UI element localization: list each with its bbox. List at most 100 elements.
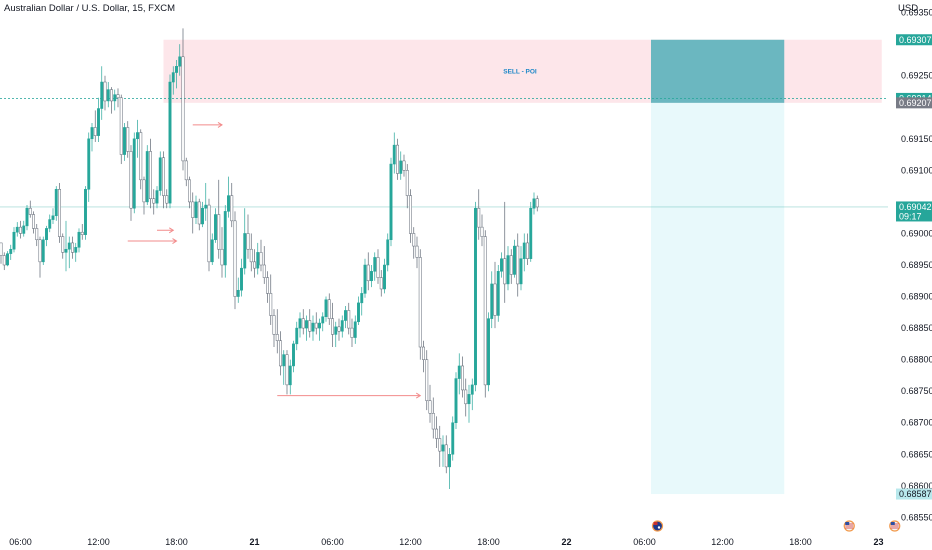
candle-body-92 (298, 318, 302, 329)
candle-body-118 (383, 264, 386, 290)
x-tick-label-7: 22 (561, 537, 571, 547)
candle-body-146 (474, 207, 477, 386)
candle-body-4 (12, 231, 16, 250)
candle-body-26 (84, 189, 87, 235)
price-tag-bg-4 (896, 488, 932, 500)
candle-body-165 (535, 198, 539, 208)
candle-body-45 (145, 151, 149, 203)
candle-body-145 (470, 384, 474, 395)
candle-body-140 (454, 378, 458, 423)
candle-body-25 (80, 231, 84, 235)
y-tick-label-9: 0.68750 (901, 386, 932, 396)
candle-body-71 (230, 195, 234, 222)
candle-body-88 (285, 354, 289, 386)
candle-body-70 (227, 195, 230, 212)
candle-body-68 (220, 248, 224, 266)
y-tick-label-11: 0.68650 (901, 449, 932, 459)
candle-body-127 (412, 233, 416, 247)
candle-body-37 (119, 97, 123, 155)
candle-body-52 (168, 81, 172, 204)
candle-body-65 (210, 239, 214, 263)
candle-body-119 (386, 239, 390, 266)
candle-body-12 (38, 239, 42, 263)
candle-body-80 (259, 252, 263, 266)
candle-body-108 (350, 327, 354, 338)
candle-body-79 (256, 252, 260, 269)
candle-body-124 (402, 160, 406, 171)
candle-body-77 (249, 248, 253, 263)
x-tick-label-5: 12:00 (399, 537, 422, 547)
candle-body-155 (503, 258, 507, 285)
candle-body-46 (149, 151, 152, 200)
candle-body-153 (496, 271, 500, 316)
candle-body-67 (217, 214, 221, 250)
y-tick-label-8: 0.68800 (901, 355, 932, 365)
x-tick-label-11: 23 (873, 537, 883, 547)
candle-body-162 (526, 242, 529, 259)
y-tick-label-3: 0.69100 (901, 165, 932, 175)
candle-body-27 (87, 138, 91, 190)
candle-body-103 (334, 326, 338, 335)
candle-body-75 (243, 233, 247, 269)
candle-body-72 (233, 220, 237, 297)
candle-body-13 (41, 239, 45, 263)
candle-body-161 (522, 242, 526, 259)
candle-body-41 (132, 138, 136, 209)
candle-body-125 (405, 170, 409, 196)
candle-body-34 (110, 89, 113, 102)
candle-body-97 (314, 322, 318, 329)
candle-body-48 (155, 190, 159, 204)
candle-body-143 (464, 389, 468, 405)
candle-body-160 (519, 258, 523, 285)
currency-label: USD (898, 3, 919, 14)
candle-body-132 (428, 400, 432, 414)
price-tag-bg-3 (896, 201, 932, 222)
candle-body-96 (311, 322, 315, 332)
candle-body-114 (370, 271, 373, 282)
annotation-arrow-2 (127, 238, 178, 244)
candle-body-141 (457, 365, 461, 379)
candle-body-164 (532, 198, 536, 209)
candle-body-130 (422, 346, 425, 360)
candle-body-85 (275, 334, 279, 341)
candle-body-156 (506, 255, 510, 285)
candle-body-76 (246, 233, 250, 250)
candle-body-15 (48, 219, 52, 229)
candle-body-56 (181, 56, 185, 162)
candle-body-61 (197, 201, 201, 225)
candle-body-58 (188, 179, 191, 203)
candle-body-134 (435, 428, 438, 439)
candle-body-110 (357, 302, 360, 323)
candle-body-29 (93, 127, 97, 136)
candle-body-111 (360, 293, 364, 304)
candle-body-0 (0, 242, 3, 256)
x-tick-label-4: 06:00 (321, 537, 344, 547)
candle-body-18 (58, 189, 61, 237)
candle-body-81 (262, 264, 266, 278)
candle-body-63 (204, 204, 208, 209)
candle-body-154 (500, 258, 503, 272)
chart-title: Australian Dollar / U.S. Dollar, 15, FXC… (4, 3, 176, 14)
x-tick-label-9: 12:00 (711, 537, 734, 547)
candle-body-20 (64, 248, 68, 253)
candle-body-102 (331, 318, 334, 335)
candle-body-109 (353, 321, 357, 338)
candle-body-49 (158, 157, 162, 191)
annotation-arrow-3 (277, 392, 422, 399)
candle-body-142 (461, 365, 464, 391)
candle-body-112 (363, 264, 367, 294)
price-tag-label-0: 0.69307 (899, 35, 932, 45)
y-tick-label-2: 0.69150 (901, 134, 932, 144)
candle-body-2 (6, 253, 9, 266)
candle-body-74 (240, 267, 243, 291)
candle-body-60 (194, 201, 198, 218)
candle-body-3 (9, 248, 13, 254)
candle-body-28 (90, 127, 94, 140)
candle-body-144 (467, 394, 471, 405)
candle-body-59 (191, 201, 195, 218)
candle-body-138 (448, 454, 451, 468)
candle-body-40 (129, 151, 133, 209)
candle-body-42 (136, 132, 139, 140)
